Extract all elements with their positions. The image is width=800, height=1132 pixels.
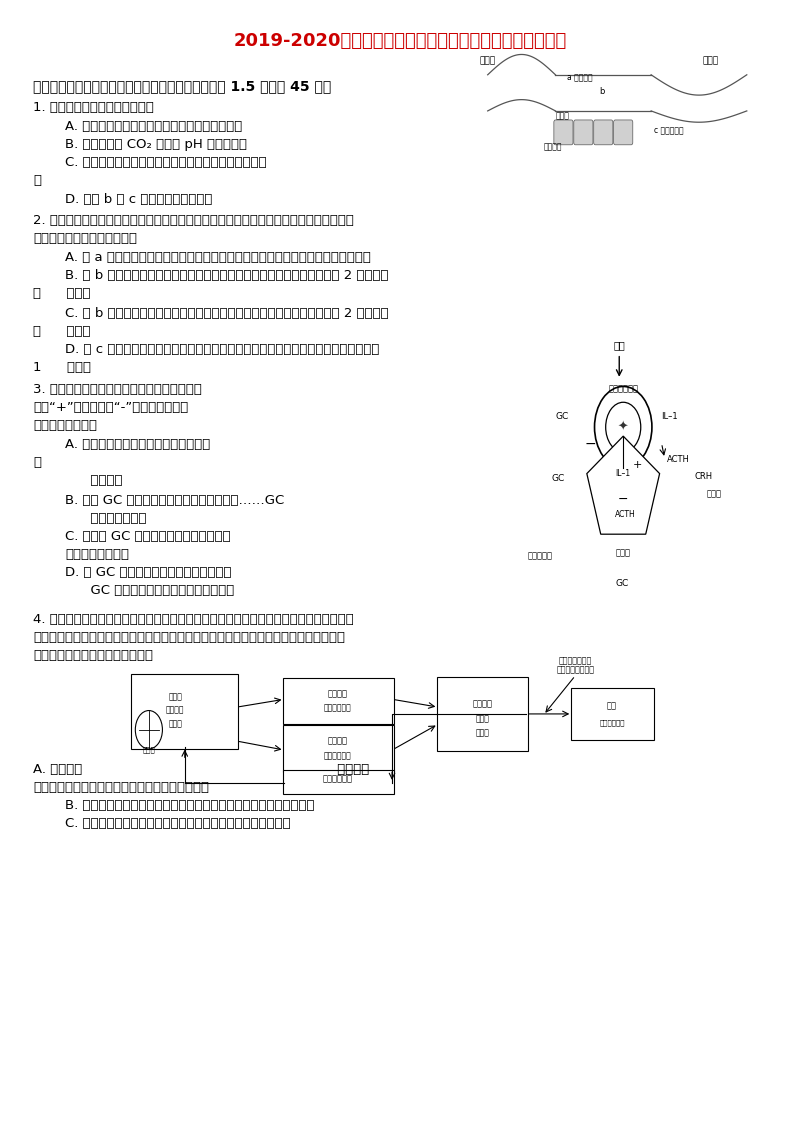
- Text: 体温调节: 体温调节: [166, 705, 185, 714]
- Text: B. 图 b 中如果电流计两电极都在细胞膜外，则神经纤维受刺激后指针发生 2 次方向相: B. 图 b 中如果电流计两电极都在细胞膜外，则神经纤维受刺激后指针发生 2 次…: [65, 269, 389, 282]
- Text: 相关叙述错误的是: 相关叙述错误的是: [34, 420, 98, 432]
- Text: 强: 强: [34, 174, 42, 188]
- Text: （受控系统）: （受控系统）: [324, 704, 352, 712]
- Text: A. 图 a 中电流计两电极分别连接在神经纤维膜内外，在静息状态下指针不发生偏转: A. 图 a 中电流计两电极分别连接在神经纤维膜内外，在静息状态下指针不发生偏转: [65, 251, 371, 264]
- Text: GC: GC: [555, 412, 569, 421]
- Text: 在负反馈调节机制: 在负反馈调节机制: [65, 548, 129, 561]
- FancyBboxPatch shape: [554, 120, 573, 145]
- Text: ACTH: ACTH: [667, 455, 690, 464]
- Text: 不知道: 不知道: [168, 693, 182, 701]
- Text: （受控: （受控: [475, 714, 489, 723]
- Text: （输出变量）: （输出变量）: [599, 719, 625, 726]
- Text: 单核巨噬细胞等: 单核巨噬细胞等: [65, 512, 146, 525]
- FancyBboxPatch shape: [437, 677, 527, 752]
- Text: A. 每种激素都能对其特定的靶器官、靶: A. 每种激素都能对其特定的靶器官、靶: [65, 438, 210, 451]
- Text: 2. 在没有损伤的枪乌贼的巨大神经纤维膜上及神经元之间放置相应的电极和电流计，如图: 2. 在没有损伤的枪乌贼的巨大神经纤维膜上及神经元之间放置相应的电极和电流计，如…: [34, 214, 354, 226]
- Text: c 毛细淤巴管: c 毛细淤巴管: [654, 127, 683, 136]
- FancyBboxPatch shape: [283, 771, 394, 795]
- Text: IL–1: IL–1: [616, 469, 630, 478]
- Text: 下丘脑: 下丘脑: [707, 489, 722, 498]
- Text: −: −: [585, 437, 597, 451]
- Text: C. 图 b 中如果电流计两电极都在细胞膜内，则神经纤维受刺激后指针发生 2 次方向相: C. 图 b 中如果电流计两电极都在细胞膜内，则神经纤维受刺激后指针发生 2 次…: [65, 307, 389, 319]
- Text: 战等生理反应，调节体热的放散和产生，使体温保持相对恒定。如图是人体体温调节过程: 战等生理反应，调节体热的放散和产生，使体温保持相对恒定。如图是人体体温调节过程: [34, 631, 346, 644]
- Text: C. 机体内 GC 含量保持相对稳定是因为存: C. 机体内 GC 含量保持相对稳定是因为存: [65, 530, 230, 543]
- Text: 系统）: 系统）: [475, 728, 489, 737]
- Text: A. 毛细血管壁细胞生活的内环境是血浆和组织液: A. 毛细血管壁细胞生活的内环境是血浆和组织液: [65, 120, 242, 134]
- Text: B. 含有 GC 受体的细胞有下丘脑、腺垂体、……GC: B. 含有 GC 受体的细胞有下丘脑、腺垂体、……GC: [65, 494, 285, 507]
- Text: 静脉端: 静脉端: [703, 57, 719, 66]
- Text: 产热装置: 产热装置: [328, 689, 348, 697]
- Text: D. 若 GC 可升高血糖，那么胰高血糖素与: D. 若 GC 可升高血糖，那么胰高血糖素与: [65, 566, 232, 580]
- Text: D. 图 c 中电流计两电极均位于神经细胞膜外，如图所示刺激神经纤维后，指针会发生: D. 图 c 中电流计两电极均位于神经细胞膜外，如图所示刺激神经纤维后，指针会发…: [65, 343, 379, 355]
- Text: B. 温度感受装置实质上是由反射弧中的感受器和传出神经两部分构成: B. 温度感受装置实质上是由反射弧中的感受器和传出神经两部分构成: [65, 799, 314, 812]
- Text: 2019-2020学年高二生物下学期第一次月考试题惧义特零班: 2019-2020学年高二生物下学期第一次月考试题惧义特零班: [234, 32, 566, 50]
- Text: 散热装置: 散热装置: [328, 736, 348, 745]
- Text: GC: GC: [615, 580, 629, 589]
- Text: b: b: [599, 87, 605, 96]
- Text: GC: GC: [551, 474, 565, 483]
- FancyBboxPatch shape: [283, 678, 394, 724]
- Text: 腺垂体: 腺垂体: [616, 549, 630, 558]
- Text: 所示。下列据图分析错误的是: 所示。下列据图分析错误的是: [34, 232, 138, 245]
- Text: （受控系统）: （受控系统）: [324, 751, 352, 760]
- Text: C. 从此装置起的作用看，体温调节过程中，存在着负反馈调节: C. 从此装置起的作用看，体温调节过程中，存在着负反馈调节: [65, 817, 290, 830]
- Text: 反      的偏转: 反 的偏转: [34, 325, 90, 337]
- Text: 温度等的变动干扰: 温度等的变动干扰: [556, 666, 594, 675]
- Text: 单核巨噬细胞: 单核巨噬细胞: [608, 384, 638, 393]
- Text: +: +: [633, 460, 642, 470]
- FancyBboxPatch shape: [570, 688, 654, 740]
- Text: −: −: [618, 492, 629, 506]
- Text: a 毛细血管: a 毛细血管: [567, 74, 593, 83]
- Text: 1      次偏转: 1 次偏转: [34, 361, 91, 374]
- Text: 动脉端: 动脉端: [480, 57, 496, 66]
- FancyBboxPatch shape: [283, 726, 394, 772]
- Text: 示意图。下列相关叙述中错误的是: 示意图。下列相关叙述中错误的是: [34, 649, 154, 662]
- FancyBboxPatch shape: [594, 120, 613, 145]
- Text: D. 过程 b 或 c 受阔可导致组织水说: D. 过程 b 或 c 受阔可导致组织水说: [65, 192, 213, 206]
- Circle shape: [135, 711, 162, 749]
- Text: 1. 据图判断，下列描述错误的是: 1. 据图判断，下列描述错误的是: [34, 101, 154, 114]
- Text: 调定点: 调定点: [142, 746, 155, 753]
- Text: 3. 如右图为内分泌腺及其分泌激素间的关系，: 3. 如右图为内分泌腺及其分泌激素间的关系，: [34, 384, 202, 396]
- Text: B. 组织液中的 CO₂ 可参与 pH 稳态的调节: B. 组织液中的 CO₂ 可参与 pH 稳态的调节: [65, 138, 247, 152]
- Text: 刺激: 刺激: [614, 340, 625, 350]
- FancyBboxPatch shape: [131, 675, 238, 749]
- Text: 机体活动和环境: 机体活动和环境: [558, 657, 592, 666]
- Text: 组织液: 组织液: [555, 112, 570, 121]
- Text: 一、选择题（每小题只有一个选项符合题意，每小题 1.5 分，共 45 分）: 一、选择题（每小题只有一个选项符合题意，每小题 1.5 分，共 45 分）: [34, 79, 331, 93]
- Text: 4. 机体内外环境变动时，在下丘脑体温调节中枢控制下，通过增减皮肤血流量、发汗、寒: 4. 机体内外环境变动时，在下丘脑体温调节中枢控制下，通过增减皮肤血流量、发汗、…: [34, 612, 354, 626]
- Text: C. 如果毛细血管壁的通透性加大，会导致组织液回渗增: C. 如果毛细血管壁的通透性加大，会导致组织液回渗增: [65, 156, 266, 170]
- Text: 节系统: 节系统: [168, 719, 182, 728]
- Text: 热器官，安静时主要是肘脏，运动时主要是骨骼肌: 热器官，安静时主要是肘脏，运动时主要是骨骼肌: [34, 781, 210, 794]
- Text: A. 产热装置                                                            依靠的产: A. 产热装置 依靠的产: [34, 763, 370, 775]
- Text: 温度感受装置: 温度感受装置: [323, 774, 353, 783]
- Text: 深层温度: 深层温度: [472, 700, 492, 708]
- Text: 反      的偏转: 反 的偏转: [34, 288, 90, 300]
- Text: 组织细胞: 组织细胞: [543, 143, 562, 152]
- Text: CRH: CRH: [695, 472, 713, 481]
- Text: 肾上腺皮质: 肾上腺皮质: [527, 551, 553, 560]
- Text: 胞起作用: 胞起作用: [65, 473, 122, 487]
- Text: ✦: ✦: [618, 421, 629, 434]
- Text: ACTH: ACTH: [615, 511, 636, 520]
- Text: 细: 细: [34, 455, 42, 469]
- FancyBboxPatch shape: [574, 120, 593, 145]
- Text: 体温: 体温: [607, 702, 617, 710]
- Text: GC 在血糖平衡调节方面具有拮抗作用: GC 在血糖平衡调节方面具有拮抗作用: [65, 584, 234, 598]
- Polygon shape: [587, 436, 660, 534]
- FancyBboxPatch shape: [614, 120, 633, 145]
- Text: IL–1: IL–1: [662, 412, 678, 421]
- Text: 其中“+”表示促进，“-”表示抑制。下列: 其中“+”表示促进，“-”表示抑制。下列: [34, 402, 189, 414]
